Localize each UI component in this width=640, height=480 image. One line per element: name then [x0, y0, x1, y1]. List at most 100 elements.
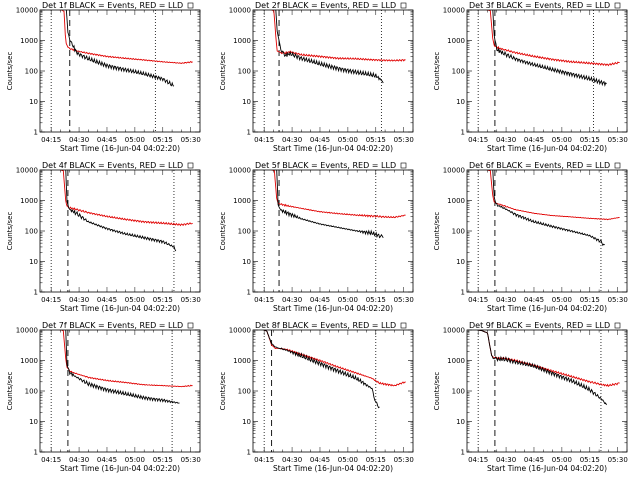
panel-det-6f: Det 6f BLACK = Events, RED = LLD Counts/s…	[433, 161, 628, 313]
series-lld-red	[485, 170, 620, 221]
x-tick-label: 05:00	[338, 456, 358, 464]
y-tick-label: 1	[461, 449, 465, 457]
y-tick-label: 10	[456, 98, 465, 106]
series-lld-red	[485, 10, 620, 67]
x-tick-label: 04:30	[496, 136, 516, 144]
y-tick-label: 10	[29, 98, 38, 106]
panel-title: Det 5f BLACK = Events, RED = LLD	[255, 161, 396, 170]
series-events-black	[275, 10, 384, 84]
y-tick-label: 10	[242, 418, 251, 426]
series-lld-red	[270, 170, 406, 219]
panel-title: Det 4f BLACK = Events, RED = LLD	[42, 161, 183, 170]
x-axis-label: Start Time (16-Jun-04 04:02:20)	[60, 464, 180, 473]
corner-marker	[400, 2, 407, 9]
x-tick-label: 04:15	[468, 136, 488, 144]
x-tick-label: 04:30	[282, 296, 302, 304]
panel-title: Det 6f BLACK = Events, RED = LLD	[469, 161, 610, 170]
y-tick-label: 1	[461, 129, 465, 137]
x-tick-label: 05:30	[608, 456, 628, 464]
y-tick-label: 1	[247, 289, 251, 297]
y-tick-label: 100	[25, 388, 38, 396]
series-events-black	[492, 170, 605, 247]
x-tick-label: 05:00	[552, 136, 572, 144]
y-tick-label: 1	[34, 129, 38, 137]
x-tick-label: 04:30	[69, 456, 89, 464]
series-events-black	[477, 330, 607, 406]
y-tick-label: 10000	[16, 167, 38, 175]
plot-frame	[39, 329, 201, 453]
y-tick-label: 1000	[20, 357, 38, 365]
x-tick-label: 05:30	[181, 136, 201, 144]
x-tick-label: 04:15	[254, 136, 274, 144]
panel-title: Det 3f BLACK = Events, RED = LLD	[469, 1, 610, 10]
y-tick-label: 1000	[447, 37, 465, 45]
x-axis-label: Start Time (16-Jun-04 04:02:20)	[60, 144, 180, 153]
y-tick-label: 1	[34, 289, 38, 297]
corner-marker	[400, 322, 407, 329]
x-tick-label: 05:30	[394, 296, 414, 304]
x-tick-label: 04:45	[524, 296, 544, 304]
corner-marker	[187, 2, 194, 9]
corner-marker	[614, 2, 621, 9]
x-tick-label: 05:15	[366, 456, 386, 464]
y-tick-label: 10	[242, 98, 251, 106]
x-tick-label: 05:30	[394, 456, 414, 464]
x-axis-label: Start Time (16-Jun-04 04:02:20)	[273, 464, 393, 473]
x-tick-label: 04:15	[41, 136, 61, 144]
x-tick-label: 04:45	[97, 296, 117, 304]
x-tick-label: 04:45	[524, 136, 544, 144]
y-tick-label: 100	[452, 388, 465, 396]
x-axis-label: Start Time (16-Jun-04 04:02:20)	[487, 144, 607, 153]
y-tick-label: 10	[29, 258, 38, 266]
x-tick-label: 05:15	[580, 296, 600, 304]
x-axis-label: Start Time (16-Jun-04 04:02:20)	[487, 304, 607, 313]
y-tick-label: 10	[29, 418, 38, 426]
y-axis-label: Counts/sec	[6, 52, 14, 91]
y-tick-label: 1000	[447, 357, 465, 365]
series-events-black	[492, 10, 607, 87]
plot-frame	[39, 9, 201, 133]
y-axis-label: Counts/sec	[433, 212, 441, 251]
series-events-black	[276, 170, 384, 239]
y-tick-label: 100	[25, 68, 38, 76]
corner-marker	[614, 322, 621, 329]
y-axis-label: Counts/sec	[6, 372, 14, 411]
x-tick-label: 05:30	[608, 296, 628, 304]
corner-marker	[187, 162, 194, 169]
x-tick-label: 04:45	[310, 136, 330, 144]
x-tick-label: 05:15	[366, 136, 386, 144]
series-lld-red	[59, 170, 193, 227]
x-tick-label: 05:15	[580, 456, 600, 464]
y-tick-label: 1000	[447, 197, 465, 205]
plot-frame	[252, 169, 414, 293]
y-tick-label: 1	[247, 129, 251, 137]
x-tick-label: 05:15	[366, 296, 386, 304]
plot-frame	[466, 329, 628, 453]
y-tick-label: 1000	[20, 37, 38, 45]
series-lld-red	[264, 330, 406, 387]
y-axis-label: Counts/sec	[219, 372, 227, 411]
x-tick-label: 04:45	[524, 456, 544, 464]
x-tick-label: 04:30	[69, 296, 89, 304]
x-tick-label: 05:15	[153, 136, 173, 144]
plot-frame	[252, 9, 414, 133]
x-tick-label: 05:30	[394, 136, 414, 144]
y-tick-label: 1	[461, 289, 465, 297]
plot-frame	[252, 329, 414, 453]
plot-frame	[39, 169, 201, 293]
panel-det-3f: Det 3f BLACK = Events, RED = LLD Counts/s…	[433, 1, 628, 153]
x-tick-label: 04:15	[468, 456, 488, 464]
series-lld-red	[58, 10, 193, 65]
panel-det-2f: Det 2f BLACK = Events, RED = LLD Counts/s…	[219, 1, 414, 153]
panel-title: Det 8f BLACK = Events, RED = LLD	[255, 321, 396, 330]
panel-title: Det 2f BLACK = Events, RED = LLD	[255, 1, 396, 10]
series-events-black	[65, 330, 180, 404]
panel-title: Det 1f BLACK = Events, RED = LLD	[42, 1, 183, 10]
x-axis-label: Start Time (16-Jun-04 04:02:20)	[273, 304, 393, 313]
x-tick-label: 05:30	[181, 296, 201, 304]
panel-title: Det 9f BLACK = Events, RED = LLD	[469, 321, 610, 330]
y-axis-label: Counts/sec	[219, 52, 227, 91]
panel-det-5f: Det 5f BLACK = Events, RED = LLD Counts/s…	[219, 161, 414, 313]
plot-frame	[466, 169, 628, 293]
